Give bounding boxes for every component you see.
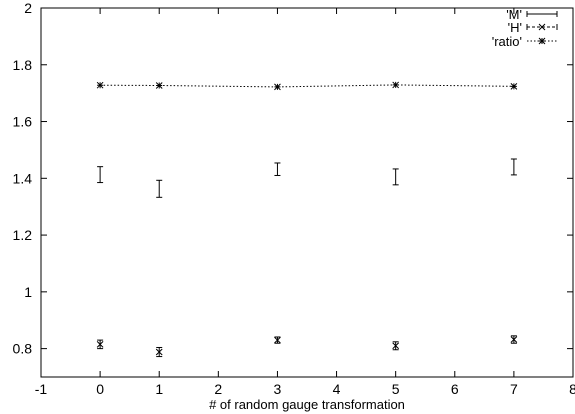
y-tick-label: 1.4 bbox=[13, 170, 33, 186]
y-tick-label: 0.8 bbox=[13, 341, 33, 357]
ratio-point-marker bbox=[97, 82, 103, 88]
x-tick-label: -1 bbox=[35, 381, 48, 397]
axis-ticks bbox=[41, 8, 573, 377]
x-tick-label: 7 bbox=[510, 381, 518, 397]
x-tick-label: 8 bbox=[569, 381, 575, 397]
x-tick-label: 5 bbox=[392, 381, 400, 397]
ratio-point-marker bbox=[393, 82, 399, 88]
y-tick-label: 1 bbox=[24, 284, 32, 300]
y-tick-label: 1.2 bbox=[13, 227, 33, 243]
ratio-point-marker bbox=[511, 83, 517, 89]
legend: 'M''H''ratio' bbox=[492, 7, 557, 49]
legend-marker-ratio bbox=[539, 38, 545, 44]
plot-frame bbox=[41, 8, 573, 377]
x-tick-label: 0 bbox=[96, 381, 104, 397]
legend-label-ratio: 'ratio' bbox=[492, 34, 522, 49]
y-tick-label: 1.8 bbox=[13, 57, 33, 73]
x-tick-label: 6 bbox=[451, 381, 459, 397]
ratio-point-marker bbox=[274, 84, 280, 90]
series-H bbox=[97, 336, 517, 357]
y-tick-label: 1.6 bbox=[13, 114, 33, 130]
x-tick-label: 2 bbox=[214, 381, 222, 397]
tick-labels: -1 0 1 2 3 4 5 6 7 8 0.8 1 1.2 1.4 1.6 1.8 2 bbox=[13, 0, 575, 397]
ratio-point-marker bbox=[156, 82, 162, 88]
x-tick-label: 3 bbox=[274, 381, 282, 397]
x-tick-label: 4 bbox=[333, 381, 341, 397]
data-marks bbox=[97, 82, 517, 357]
x-tick-label: 1 bbox=[155, 381, 163, 397]
x-axis-label: # of random gauge transformation bbox=[209, 397, 405, 412]
series-ratio bbox=[97, 82, 517, 90]
series-M bbox=[97, 159, 517, 197]
legend-label-H: 'H' bbox=[508, 20, 522, 35]
y-tick-label: 2 bbox=[24, 0, 32, 16]
